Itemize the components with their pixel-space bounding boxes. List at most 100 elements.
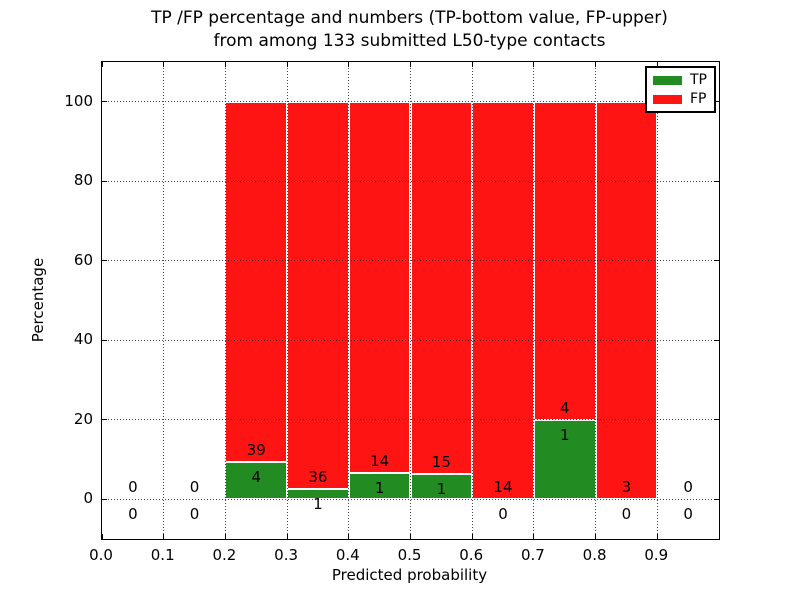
x-tickmark-bottom-0.1 [163, 534, 165, 539]
x-tickmark-top-0.1 [163, 62, 165, 67]
x-tickmark-bottom-0.4 [348, 534, 350, 539]
gridline-x-0.3 [286, 62, 288, 539]
x-tickmark-bottom-0.0 [101, 534, 103, 539]
y-tick-label-80: 80 [73, 171, 93, 190]
legend-entry-tp: TP [653, 73, 708, 87]
x-tickmark-top-0.9 [656, 62, 658, 67]
fp-count-label-0.75: 4 [559, 398, 570, 417]
gridline-y-40 [102, 339, 719, 341]
y-tick-label-100: 100 [64, 91, 93, 110]
x-tickmark-top-0.2 [224, 62, 226, 67]
y-tickmark-left-80 [102, 180, 107, 182]
y-tickmark-right-60 [714, 260, 719, 262]
y-tickmark-left-40 [102, 339, 107, 341]
tp-count-label-0.25: 4 [251, 468, 262, 487]
legend-label-tp: TP [690, 72, 707, 88]
bar-tp-0.25 [225, 462, 288, 500]
x-tick-label-0.2: 0.2 [212, 546, 237, 564]
gridline-y-80 [102, 180, 719, 182]
y-tickmark-left-20 [102, 419, 107, 421]
y-tickmark-left-0 [102, 498, 107, 500]
tp-count-label-0.55: 1 [436, 480, 447, 499]
y-tickmark-right-0 [714, 498, 719, 500]
x-tick-label-0.5: 0.5 [397, 546, 422, 564]
x-tickmark-top-0.6 [471, 62, 473, 67]
fp-count-label-0.25: 39 [246, 441, 266, 460]
fp-count-label-0.55: 15 [431, 453, 451, 472]
x-tick-label-0.0: 0.0 [89, 546, 113, 564]
x-tickmark-bottom-0.7 [533, 534, 535, 539]
x-tick-label-0.4: 0.4 [335, 546, 360, 564]
gridline-x-0.5 [410, 62, 411, 539]
x-tickmark-bottom-0.5 [410, 534, 411, 539]
legend: TP FP [645, 66, 716, 113]
x-tick-label-0.9: 0.9 [644, 546, 669, 564]
fp-count-label-0.65: 14 [493, 478, 513, 497]
x-tick-label-0.3: 0.3 [274, 546, 299, 564]
gridline-x-0.8 [595, 62, 597, 539]
legend-entry-fp: FP [653, 92, 708, 106]
tp-count-label-0.65: 0 [498, 505, 508, 524]
x-tick-label-0.6: 0.6 [459, 546, 484, 564]
fp-swatch-icon [653, 94, 682, 104]
tp-count-label-0.95: 0 [683, 505, 693, 524]
gridline-x-0.6 [471, 62, 473, 539]
tp-count-label-0.85: 0 [621, 505, 632, 524]
tp-count-label-0.75: 1 [559, 425, 570, 444]
gridline-y-20 [102, 419, 719, 421]
x-tickmark-top-0.7 [533, 62, 535, 67]
x-tickmark-top-0.8 [595, 62, 597, 67]
y-tick-label-40: 40 [73, 330, 93, 349]
y-tick-label-0: 0 [83, 489, 93, 508]
x-axis-label: Predicted probability [331, 566, 488, 584]
x-tick-label-0.8: 0.8 [582, 546, 607, 564]
y-tickmark-right-100 [714, 101, 719, 103]
x-tick-label-0.1: 0.1 [150, 546, 175, 564]
y-tickmark-right-40 [714, 339, 719, 341]
x-tickmark-top-0.0 [101, 62, 103, 67]
legend-label-fp: FP [690, 91, 707, 107]
fp-count-label-0.15: 0 [189, 478, 200, 497]
plot-area: 0 0 0 0 39 4 36 1 14 1 15 1 14 0 4 1 3 0 0 0 [101, 61, 720, 540]
x-tickmark-top-0.4 [348, 62, 350, 67]
gridline-x-0.9 [656, 62, 658, 539]
y-tick-label-60: 60 [73, 250, 93, 269]
gridline-x-0.7 [533, 62, 535, 539]
fp-count-label-0.05: 0 [128, 478, 138, 497]
fp-count-label-0.35: 36 [308, 467, 328, 486]
x-tick-label-0.7: 0.7 [520, 546, 545, 564]
bar-fp-0.85 [595, 101, 658, 500]
tp-count-label-0.15: 0 [189, 505, 200, 524]
tp-swatch-icon [653, 75, 682, 85]
y-tickmark-left-60 [102, 260, 107, 262]
fp-count-label-0.95: 0 [683, 478, 693, 497]
y-tick-label-20: 20 [73, 409, 93, 428]
gridline-x-0.2 [224, 62, 226, 539]
bar-fp-0.45 [348, 101, 411, 473]
chart-title-line-1: TP /FP percentage and numbers (TP-bottom… [151, 8, 668, 28]
y-tickmark-right-20 [714, 419, 719, 421]
gridline-y-100 [102, 101, 719, 103]
gridline-x-0.1 [163, 62, 165, 539]
y-tickmark-left-100 [102, 101, 107, 103]
bar-fp-0.35 [287, 101, 349, 489]
bar-fp-0.65 [472, 101, 534, 500]
tp-count-label-0.45: 1 [374, 478, 385, 497]
x-tickmark-bottom-0.8 [595, 534, 597, 539]
bar-fp-0.25 [225, 101, 288, 463]
x-tickmark-bottom-0.6 [471, 534, 473, 539]
gridline-x-0.4 [348, 62, 350, 539]
chart-title: TP /FP percentage and numbers (TP-bottom… [101, 7, 718, 53]
y-tickmark-right-80 [714, 180, 719, 182]
x-tickmark-bottom-0.9 [656, 534, 658, 539]
x-tickmark-top-0.3 [286, 62, 288, 67]
chart-title-line-2: from among 133 submitted L50-type contac… [213, 31, 606, 51]
gridline-y-0 [102, 498, 719, 500]
x-tickmark-top-0.5 [410, 62, 411, 67]
x-tickmark-bottom-0.2 [224, 534, 226, 539]
gridline-y-60 [102, 260, 719, 262]
tp-count-label-0.05: 0 [128, 505, 138, 524]
fp-count-label-0.45: 14 [370, 451, 390, 470]
fp-count-label-0.85: 3 [621, 478, 632, 497]
